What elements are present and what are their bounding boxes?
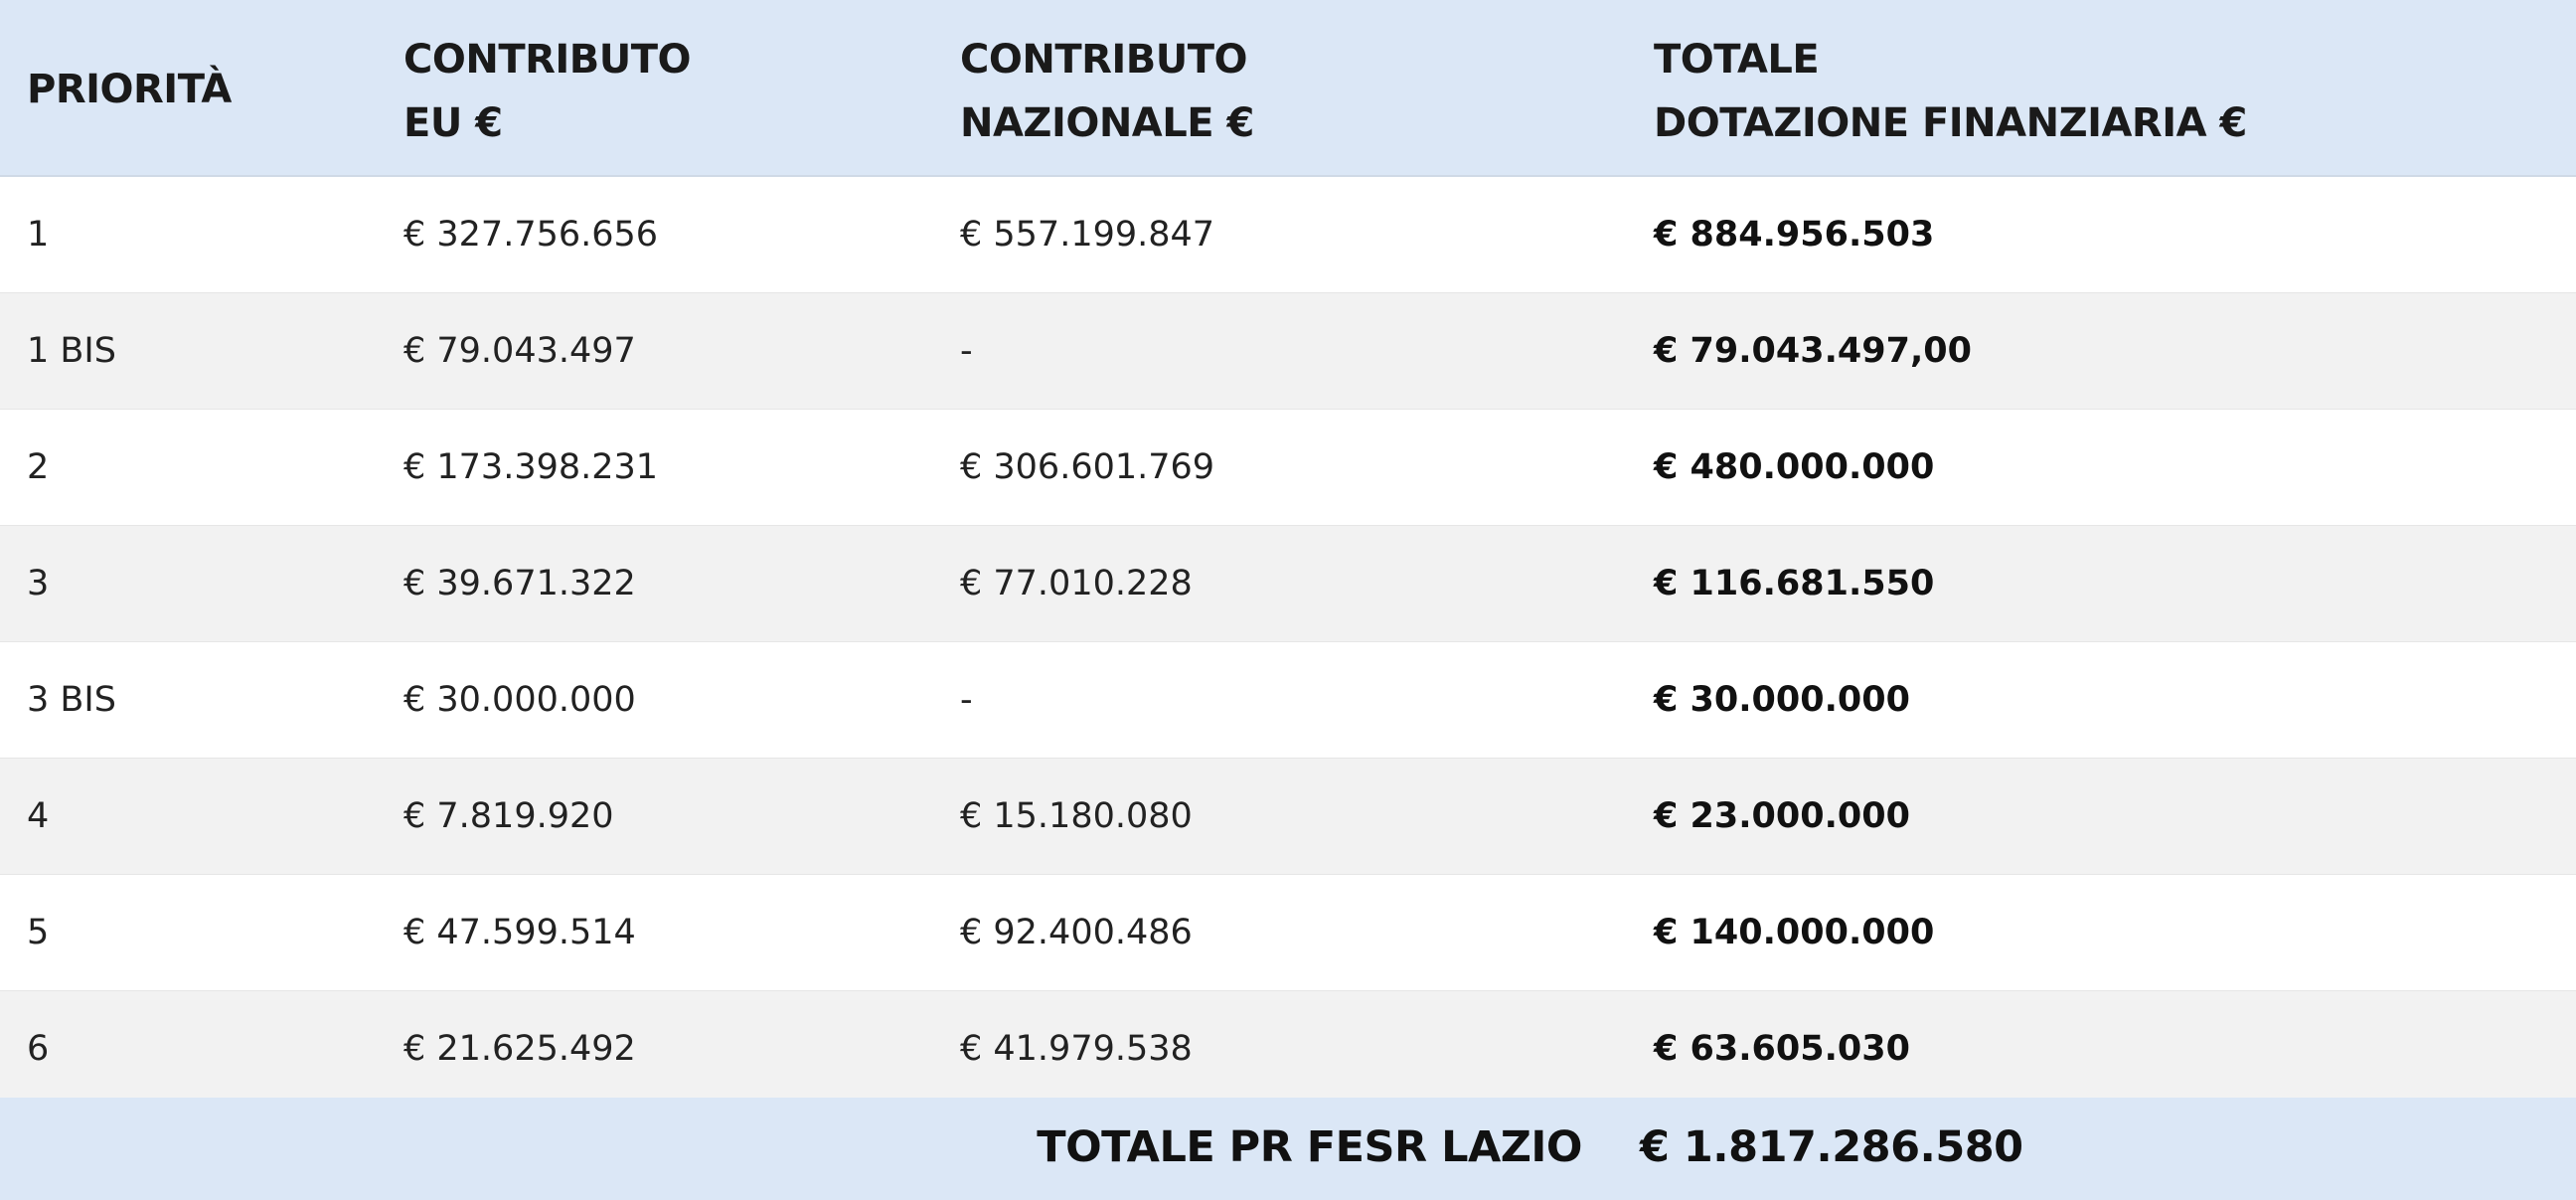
national-contribution-cell: € 41.979.538 <box>960 1029 1193 1069</box>
header-contributo-nazionale-line-2: NAZIONALE € <box>960 100 1254 146</box>
eu-contribution-cell: € 79.043.497 <box>403 331 636 371</box>
table-row: 1 BIS € 79.043.497 - € 79.043.497,00 <box>0 293 2576 410</box>
national-contribution-cell: € 306.601.769 <box>960 447 1215 487</box>
table-body: 1 € 327.756.656 € 557.199.847 € 884.956.… <box>0 177 2576 1108</box>
header-priorita: PRIORITÀ <box>27 58 232 121</box>
eu-contribution-cell: € 47.599.514 <box>403 913 636 952</box>
priority-cell: 3 BIS <box>27 680 116 720</box>
table-header: PRIORITÀ CONTRIBUTO EU € CONTRIBUTO NAZI… <box>0 0 2576 177</box>
table-row: 2 € 173.398.231 € 306.601.769 € 480.000.… <box>0 410 2576 526</box>
total-allocation-cell: € 480.000.000 <box>1654 447 1935 487</box>
total-allocation-cell: € 116.681.550 <box>1654 564 1935 603</box>
total-allocation-cell: € 63.605.030 <box>1654 1029 1910 1069</box>
table-row: 3 € 39.671.322 € 77.010.228 € 116.681.55… <box>0 526 2576 642</box>
table-footer-total: TOTALE PR FESR LAZIO € 1.817.286.580 <box>0 1098 2576 1200</box>
eu-contribution-cell: € 173.398.231 <box>403 447 659 487</box>
total-allocation-cell: € 140.000.000 <box>1654 913 1935 952</box>
grand-total-label: TOTALE PR FESR LAZIO <box>1037 1122 1582 1172</box>
total-allocation-cell: € 884.956.503 <box>1654 215 1935 255</box>
priority-cell: 1 <box>27 215 50 255</box>
priority-cell: 1 BIS <box>27 331 116 371</box>
header-contributo-eu-line-2: EU € <box>403 100 503 146</box>
table-row: 3 BIS € 30.000.000 - € 30.000.000 <box>0 642 2576 759</box>
eu-contribution-cell: € 30.000.000 <box>403 680 636 720</box>
header-contributo-eu: CONTRIBUTO EU € <box>403 28 692 155</box>
header-contributo-nazionale: CONTRIBUTO NAZIONALE € <box>960 28 1254 155</box>
eu-contribution-cell: € 7.819.920 <box>403 796 614 836</box>
priority-cell: 2 <box>27 447 50 487</box>
header-priorita-line-1: PRIORITÀ <box>27 67 232 112</box>
total-allocation-cell: € 23.000.000 <box>1654 796 1910 836</box>
total-allocation-cell: € 30.000.000 <box>1654 680 1910 720</box>
priority-cell: 4 <box>27 796 50 836</box>
header-totale-dotazione-line-1: TOTALE <box>1654 37 1820 83</box>
priority-cell: 6 <box>27 1029 50 1069</box>
header-totale-dotazione-line-2: DOTAZIONE FINANZIARIA € <box>1654 100 2247 146</box>
table-row: 5 € 47.599.514 € 92.400.486 € 140.000.00… <box>0 875 2576 991</box>
national-contribution-cell: € 77.010.228 <box>960 564 1193 603</box>
grand-total-value: € 1.817.286.580 <box>1640 1122 2023 1172</box>
table-row: 1 € 327.756.656 € 557.199.847 € 884.956.… <box>0 177 2576 293</box>
total-allocation-cell: € 79.043.497,00 <box>1654 331 1972 371</box>
national-contribution-cell: € 557.199.847 <box>960 215 1215 255</box>
header-totale-dotazione: TOTALE DOTAZIONE FINANZIARIA € <box>1654 28 2247 155</box>
table-row: 4 € 7.819.920 € 15.180.080 € 23.000.000 <box>0 759 2576 875</box>
priority-cell: 3 <box>27 564 50 603</box>
national-contribution-cell: € 15.180.080 <box>960 796 1193 836</box>
table-row: 6 € 21.625.492 € 41.979.538 € 63.605.030 <box>0 991 2576 1108</box>
national-contribution-cell: - <box>960 331 973 371</box>
priority-cell: 5 <box>27 913 50 952</box>
national-contribution-cell: - <box>960 680 973 720</box>
eu-contribution-cell: € 21.625.492 <box>403 1029 636 1069</box>
header-contributo-eu-line-1: CONTRIBUTO <box>403 37 692 83</box>
national-contribution-cell: € 92.400.486 <box>960 913 1193 952</box>
header-contributo-nazionale-line-1: CONTRIBUTO <box>960 37 1248 83</box>
eu-contribution-cell: € 327.756.656 <box>403 215 659 255</box>
eu-contribution-cell: € 39.671.322 <box>403 564 636 603</box>
